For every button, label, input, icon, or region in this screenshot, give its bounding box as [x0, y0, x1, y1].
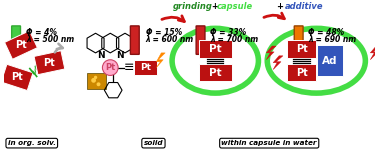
Polygon shape: [377, 56, 378, 70]
Text: Pt: Pt: [140, 63, 151, 72]
Polygon shape: [156, 53, 165, 68]
FancyBboxPatch shape: [87, 72, 106, 89]
FancyBboxPatch shape: [130, 26, 139, 54]
Text: grinding: grinding: [173, 2, 213, 11]
Bar: [1, 64, 33, 90]
Polygon shape: [266, 46, 276, 60]
Circle shape: [102, 60, 118, 76]
FancyBboxPatch shape: [317, 45, 343, 76]
Text: N: N: [97, 51, 104, 60]
Text: Φ = 33%: Φ = 33%: [210, 28, 246, 37]
Text: Φ = 4%: Φ = 4%: [26, 28, 57, 37]
Text: additive: additive: [285, 2, 324, 11]
Text: Pt: Pt: [209, 67, 222, 77]
Bar: [5, 31, 37, 59]
Text: Φ = 15%: Φ = 15%: [146, 28, 182, 37]
Bar: [287, 40, 316, 58]
Text: N: N: [116, 51, 124, 60]
Bar: [134, 60, 157, 76]
Text: Ad: Ad: [322, 56, 338, 66]
Point: [93, 76, 99, 79]
Text: λ = 700 nm: λ = 700 nm: [210, 35, 259, 44]
FancyBboxPatch shape: [294, 26, 303, 54]
Text: Pt: Pt: [43, 58, 55, 68]
Bar: [34, 51, 65, 75]
Text: ≡: ≡: [124, 61, 134, 74]
Bar: [287, 64, 316, 81]
Polygon shape: [370, 46, 378, 60]
Text: solid: solid: [144, 140, 163, 146]
Text: Pt: Pt: [296, 44, 307, 54]
Bar: [198, 40, 232, 58]
Point: [96, 83, 102, 85]
Text: /: /: [33, 65, 39, 76]
Text: Pt: Pt: [296, 67, 307, 77]
Text: λ = 690 nm: λ = 690 nm: [308, 35, 357, 44]
Text: Pt: Pt: [11, 72, 23, 82]
Text: Pt: Pt: [15, 40, 27, 50]
Text: Pt: Pt: [105, 63, 115, 72]
Text: within capsule in water: within capsule in water: [222, 140, 317, 146]
Text: Φ = 48%: Φ = 48%: [308, 28, 345, 37]
Text: +: +: [277, 2, 287, 11]
Text: in org. solv.: in org. solv.: [8, 140, 56, 146]
Text: λ = 600 nm: λ = 600 nm: [146, 35, 194, 44]
FancyBboxPatch shape: [196, 26, 205, 54]
FancyBboxPatch shape: [12, 26, 20, 54]
Polygon shape: [273, 56, 283, 70]
Bar: [198, 64, 232, 81]
Text: Pt: Pt: [209, 44, 222, 54]
Text: λ = 500 nm: λ = 500 nm: [26, 35, 74, 44]
Point: [91, 79, 97, 82]
Text: +: +: [209, 2, 222, 11]
Text: capsule: capsule: [216, 2, 253, 11]
